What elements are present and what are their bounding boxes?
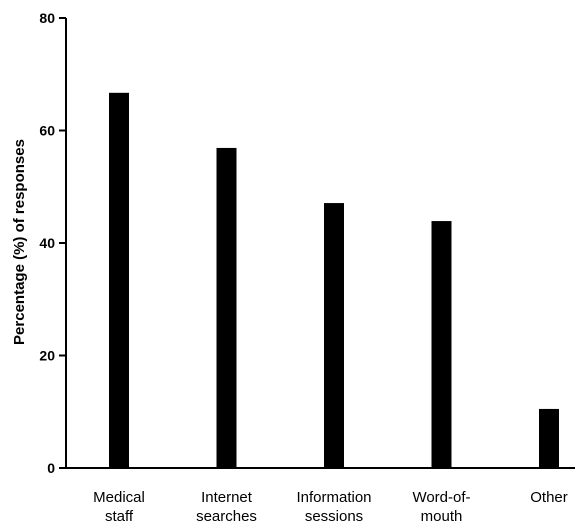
bar	[216, 147, 237, 468]
y-tick-label: 0	[47, 460, 55, 476]
x-axis-labels: Medical staff Internet searches Information s…	[93, 489, 568, 525]
x-category-label: Information sessions	[296, 489, 371, 525]
y-tick-label: 40	[39, 235, 55, 251]
y-tick-label: 60	[39, 123, 55, 139]
y-tick-label: 20	[39, 348, 55, 364]
y-tick-label: 80	[39, 10, 55, 26]
bar	[109, 92, 129, 468]
bars	[109, 92, 559, 468]
y-axis-title: Percentage (%) of responses	[11, 139, 28, 345]
x-category-label: Other	[530, 489, 568, 506]
bar	[431, 221, 452, 468]
bar	[324, 203, 344, 468]
x-category-label: Internet searches	[196, 489, 257, 525]
bar	[539, 408, 559, 468]
x-category-label: Word-of-mouth	[412, 489, 470, 525]
x-category-label: Medical staff	[93, 489, 145, 525]
y-axis-ticks: 0 20 40 60 80	[39, 10, 66, 476]
